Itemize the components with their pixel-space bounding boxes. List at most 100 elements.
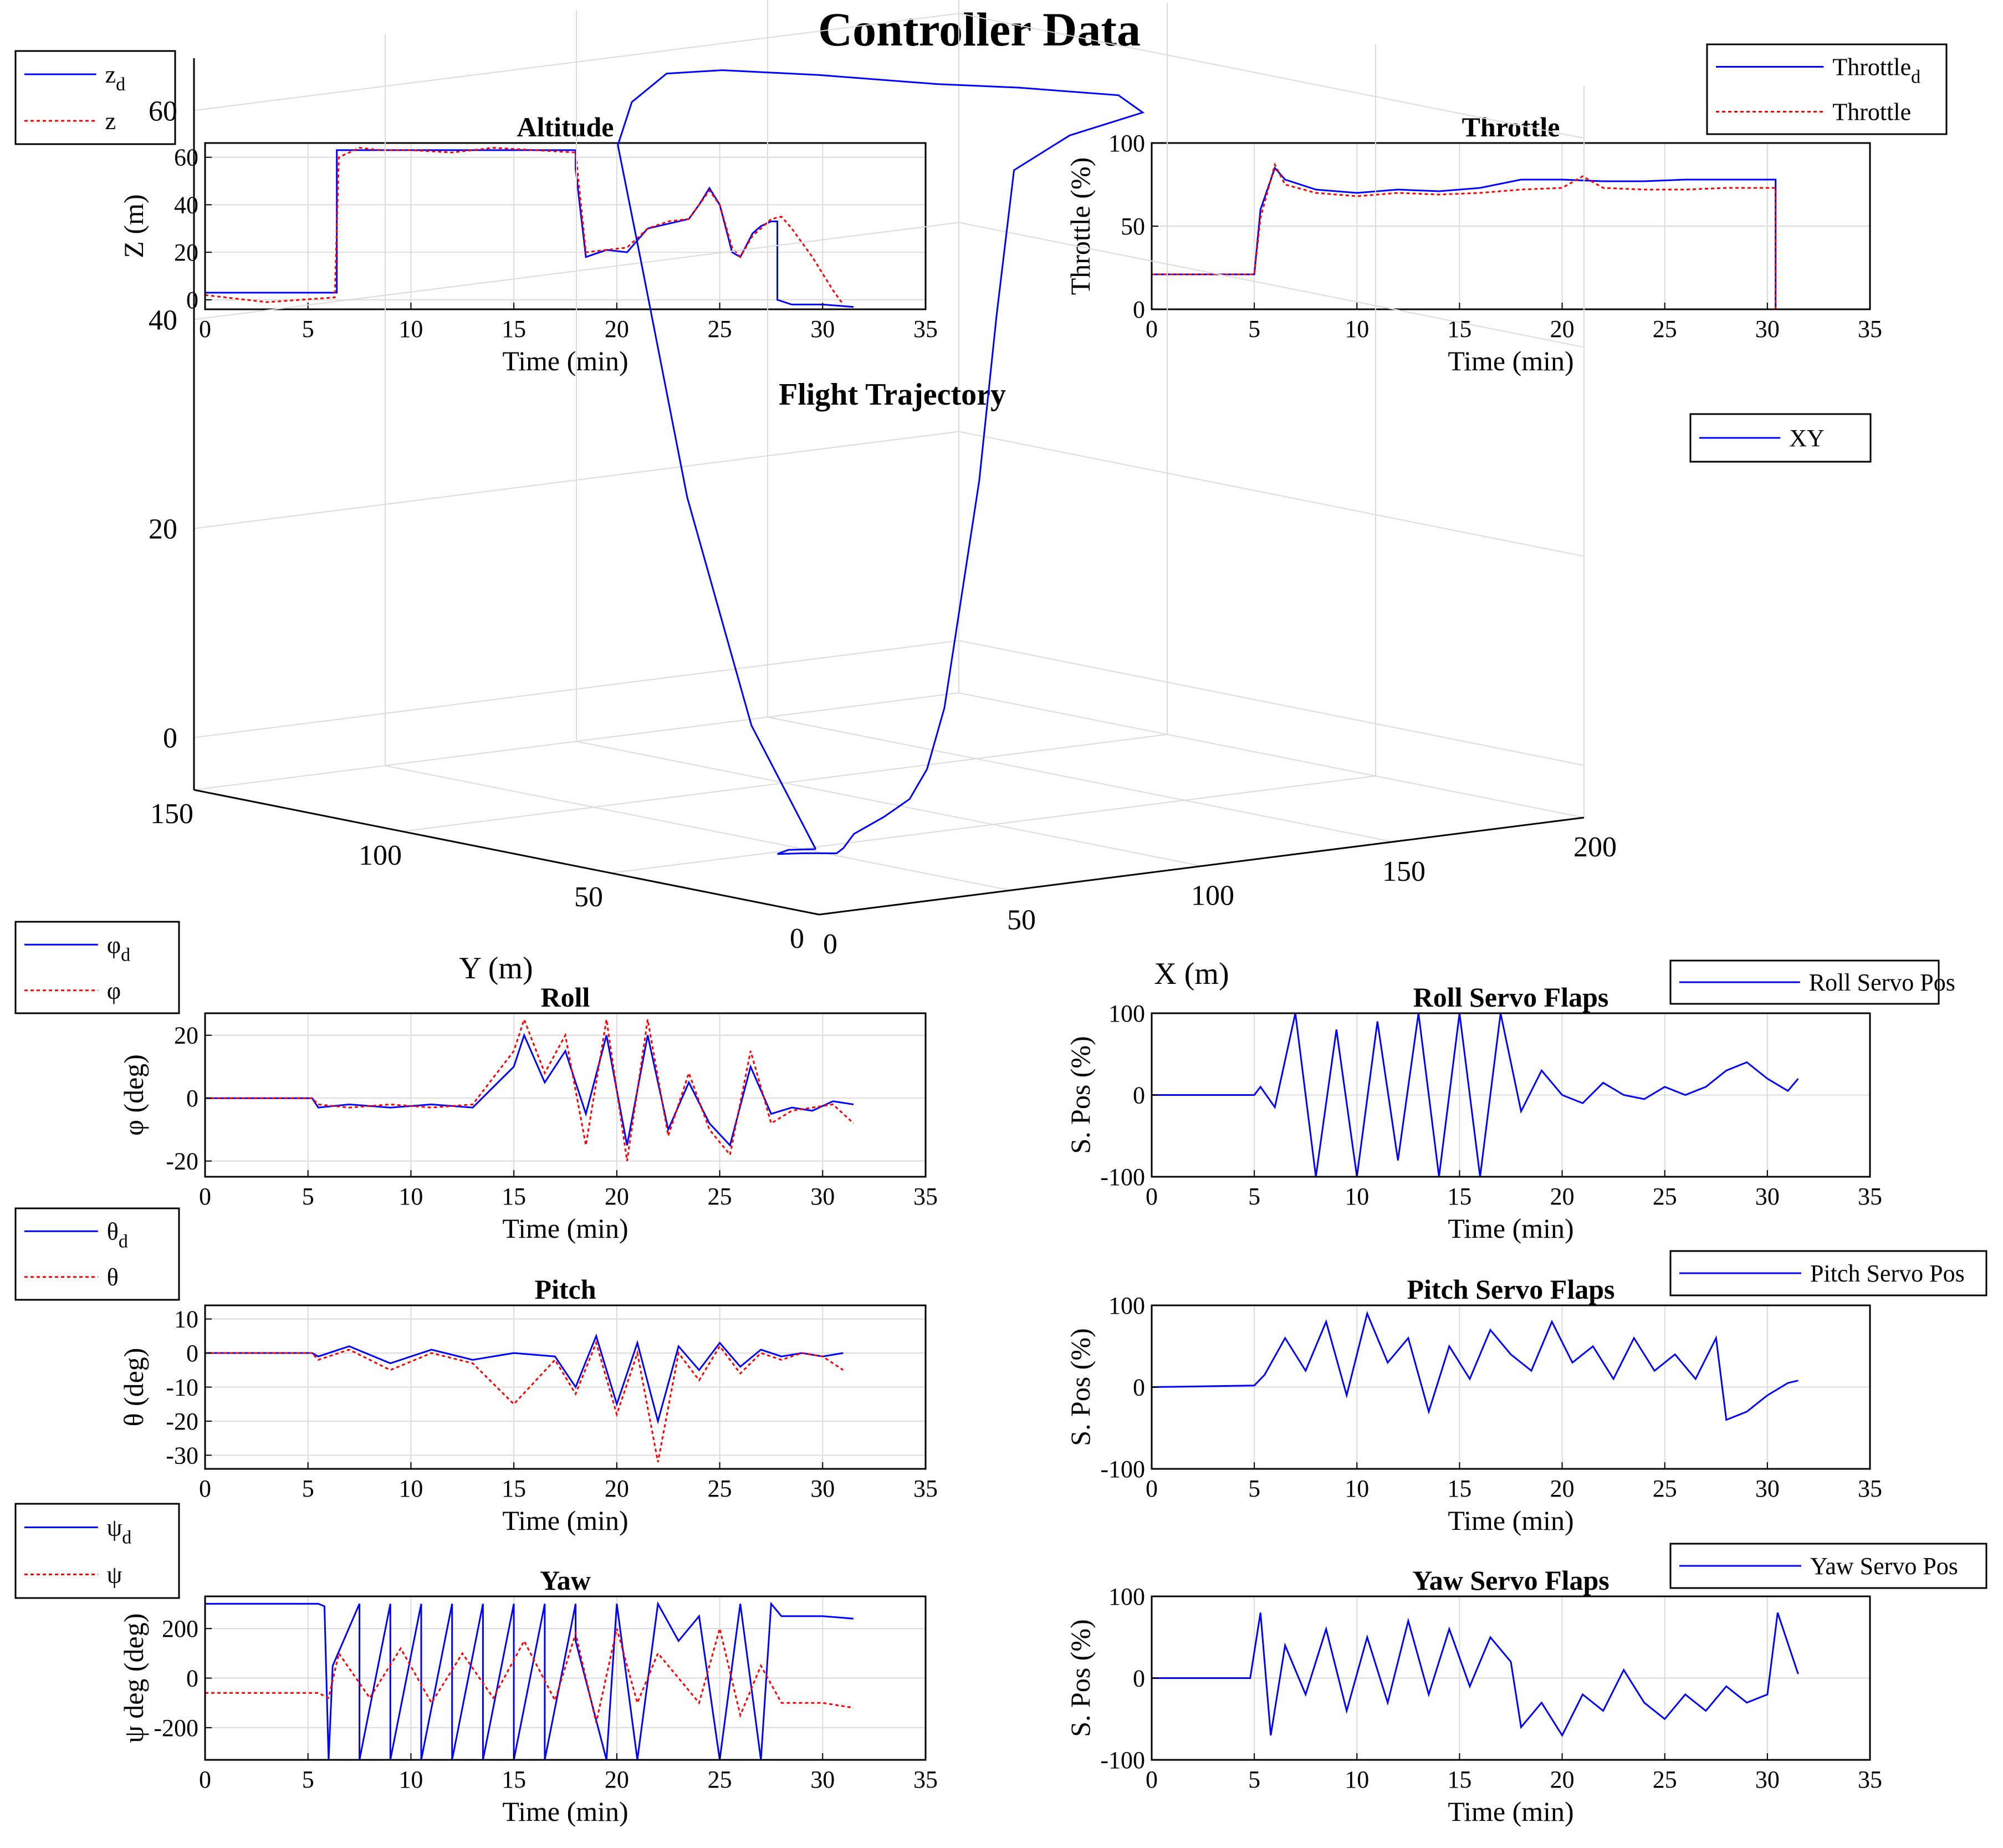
altitude-xtick-label: 10 <box>398 315 423 343</box>
roll-xtick-label: 5 <box>302 1183 314 1210</box>
yaw-servo-legend-main: Yaw Servo Pos <box>1810 1553 1958 1580</box>
pitch-servo-legend-main: Pitch Servo Pos <box>1810 1260 1965 1287</box>
altitude-ylabel: Z (m) <box>118 194 149 258</box>
trajectory-grid <box>958 640 1585 766</box>
roll-legend-label: φ <box>107 977 121 1004</box>
trajectory-grid <box>958 431 1585 557</box>
pitch-legend-subscript: d <box>119 1231 128 1252</box>
roll-ytick-label: 20 <box>174 1022 198 1049</box>
yaw-servo-xtick-label: 35 <box>1858 1766 1882 1793</box>
trajectory-legend-main: XY <box>1789 425 1825 452</box>
roll-servo-ylabel: S. Pos (%) <box>1065 1036 1096 1154</box>
throttle-title: Throttle <box>1462 111 1560 142</box>
yaw-servo-xtick-label: 20 <box>1550 1766 1575 1793</box>
pitch-title: Pitch <box>534 1274 596 1305</box>
trajectory-legend: XY <box>1689 413 1872 463</box>
throttle-xtick-label: 15 <box>1447 315 1471 343</box>
pitch-servo-ytick-label: 100 <box>1108 1292 1145 1319</box>
pitch-servo-xtick-label: 35 <box>1858 1475 1882 1502</box>
pitch-ytick-label: -20 <box>166 1408 198 1435</box>
roll-title: Roll <box>541 982 590 1013</box>
throttle-ytick-label: 50 <box>1121 213 1145 240</box>
throttle-series-Throttle <box>1152 162 1788 310</box>
throttle-legend-subscript: d <box>1911 67 1920 88</box>
roll-servo-xlabel: Time (min) <box>1448 1213 1573 1244</box>
yaw-servo-ylabel: S. Pos (%) <box>1065 1619 1096 1737</box>
yaw-servo-ytick-label: -100 <box>1100 1747 1145 1774</box>
roll-servo-xtick-label: 30 <box>1755 1183 1780 1210</box>
roll-ytick-label: 0 <box>186 1085 198 1112</box>
trajectory-ztick-label: 40 <box>149 304 177 336</box>
trajectory-title: Flight Trajectory <box>779 377 1006 412</box>
trajectory-xtick-label: 200 <box>1573 831 1617 863</box>
altitude-legend-main: z <box>105 108 116 135</box>
pitch-servo-xtick-label: 30 <box>1755 1475 1780 1502</box>
yaw-servo-ytick-label: 0 <box>1133 1665 1145 1692</box>
pitch-ytick-label: 0 <box>186 1340 198 1367</box>
roll-servo-ytick-label: -100 <box>1100 1163 1145 1191</box>
trajectory-xtick-label: 150 <box>1382 856 1425 887</box>
yaw-legend: ψdψ <box>14 1503 180 1599</box>
pitch-servo-ytick-label: 0 <box>1133 1374 1145 1401</box>
roll-xtick-label: 15 <box>502 1183 526 1210</box>
yaw-series-psi_d <box>205 1601 854 1760</box>
roll-xtick-label: 10 <box>398 1183 423 1210</box>
throttle-legend-box <box>1706 43 1948 135</box>
yaw-legend-box <box>14 1503 180 1599</box>
pitch-legend-label: θ <box>107 1264 119 1291</box>
yaw-servo-series-Yaw Servo Pos <box>1152 1612 1799 1737</box>
altitude-xtick-label: 35 <box>913 315 938 343</box>
roll-servo-title: Roll Servo Flaps <box>1413 982 1609 1013</box>
throttle-legend-label: Throttle <box>1832 99 1911 126</box>
pitch-servo-xlabel: Time (min) <box>1448 1505 1573 1536</box>
throttle-xtick-label: 30 <box>1755 315 1780 343</box>
roll-legend-box <box>14 921 180 1014</box>
yaw-legend-subscript: d <box>122 1528 131 1548</box>
trajectory-ylabel: Y (m) <box>459 951 533 986</box>
throttle-ytick-label: 100 <box>1108 130 1145 157</box>
throttle-xtick-label: 5 <box>1248 315 1260 343</box>
yaw-xtick-label: 25 <box>708 1766 732 1793</box>
pitch-legend-main: θ <box>107 1218 119 1245</box>
altitude-series-z_d <box>205 149 854 308</box>
roll-xtick-label: 35 <box>913 1183 938 1210</box>
pitch-servo-legend-label: Pitch Servo Pos <box>1810 1260 1965 1287</box>
trajectory-legend-label: XY <box>1789 425 1825 452</box>
pitch-xtick-label: 20 <box>605 1475 629 1502</box>
pitch-xtick-label: 0 <box>199 1475 211 1502</box>
trajectory-grid <box>958 692 1585 818</box>
pitch-servo-xtick-label: 20 <box>1550 1475 1575 1502</box>
yaw-ylabel: ψ deg (deg) <box>118 1614 149 1743</box>
yaw-servo-xtick-label: 0 <box>1146 1766 1158 1793</box>
trajectory-ytick-label: 100 <box>359 840 402 871</box>
pitch-servo-ytick-label: -100 <box>1100 1456 1145 1483</box>
pitch-servo-xtick-label: 5 <box>1248 1475 1260 1502</box>
chart-throttle: 0 5 10 15 20 25 30 35 0 50 100 Throttle Time (min) Th… <box>1065 43 1948 376</box>
pitch-xtick-label: 15 <box>502 1475 526 1502</box>
yaw-ytick-label: 200 <box>162 1615 198 1642</box>
yaw-legend-main: ψ <box>107 1561 122 1589</box>
yaw-ytick-label: 0 <box>186 1665 198 1692</box>
altitude-axes-box <box>204 142 927 310</box>
yaw-xtick-label: 0 <box>199 1766 211 1793</box>
pitch-servo-xtick-label: 0 <box>1146 1475 1158 1502</box>
pitch-xtick-label: 25 <box>708 1475 732 1502</box>
altitude-legend-label: z <box>105 108 116 135</box>
altitude-xtick-label: 15 <box>502 315 526 343</box>
altitude-legend-subscript: d <box>116 74 125 95</box>
trajectory-ztick-label: 0 <box>163 723 177 754</box>
trajectory-xtick-label: 50 <box>1007 904 1036 936</box>
pitch-legend-main: θ <box>107 1264 119 1291</box>
altitude-xlabel: Time (min) <box>502 345 628 376</box>
roll-axes-box <box>204 1012 927 1178</box>
altitude-legend-box <box>14 50 176 145</box>
trajectory-ztick-label: 60 <box>149 95 177 127</box>
yaw-servo-xlabel: Time (min) <box>1448 1796 1573 1827</box>
